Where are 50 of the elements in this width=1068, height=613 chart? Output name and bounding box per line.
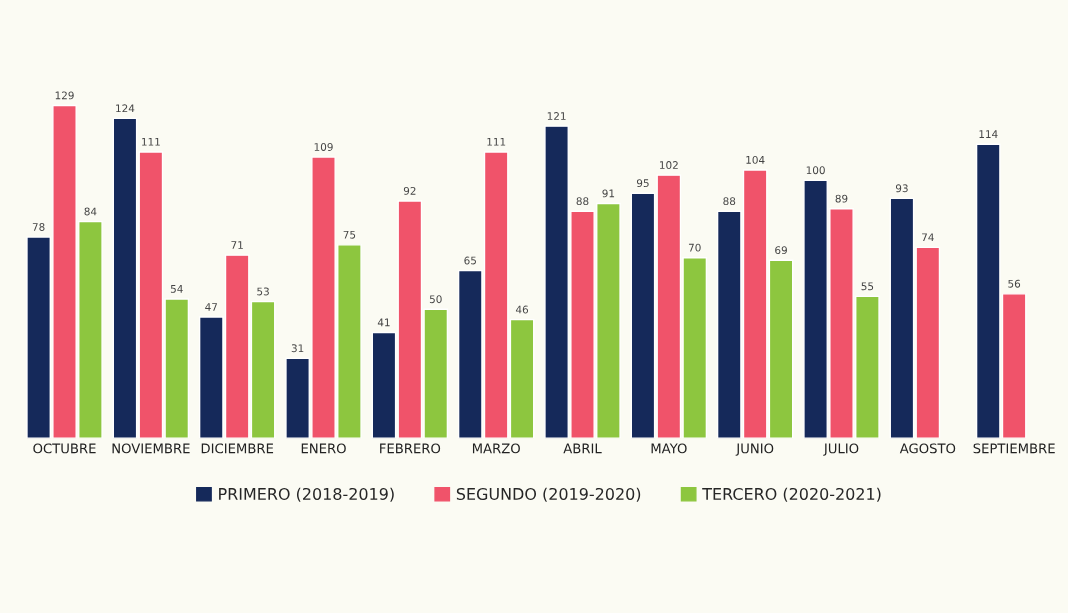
data-label: 46 — [515, 305, 529, 314]
data-label: 114 — [979, 130, 998, 138]
x-tick-label: AGOSTO — [899, 443, 956, 454]
data-label: 78 — [32, 223, 45, 231]
data-label: 109 — [314, 143, 333, 151]
data-label: 89 — [835, 194, 848, 203]
x-tick-label: OCTUBRE — [33, 443, 96, 454]
x-tick-label: JULIO — [823, 443, 859, 456]
data-label: 47 — [205, 303, 218, 311]
x-tick-label: ABRIL — [563, 443, 602, 454]
x-tick-label: SEPTIEMBRE — [973, 443, 1055, 454]
data-label: 71 — [231, 241, 243, 249]
data-label: 55 — [861, 282, 874, 291]
data-label: 74 — [922, 233, 934, 242]
data-label: 70 — [688, 243, 701, 252]
data-label: 104 — [746, 155, 765, 164]
bar — [112, 117, 138, 439]
data-label: 56 — [1008, 279, 1021, 288]
data-label: 50 — [429, 295, 442, 304]
data-label: 41 — [377, 318, 390, 327]
x-tick-label: ENERO — [301, 443, 346, 454]
data-label: 88 — [576, 197, 589, 206]
legend-label: TERCERO (2020-2021) — [702, 487, 881, 502]
data-label: 95 — [636, 179, 649, 188]
legend-label: PRIMERO (2018-2019) — [219, 487, 394, 502]
data-label: 92 — [403, 186, 416, 195]
data-label: 91 — [602, 189, 615, 198]
data-label: 111 — [142, 138, 160, 146]
data-label: 102 — [660, 161, 678, 169]
data-label: 84 — [84, 207, 97, 216]
x-tick-label: FEBRERO — [380, 443, 441, 454]
legend-label: SEGUNDO (2019-2020) — [456, 487, 641, 502]
data-label: 121 — [547, 112, 566, 120]
data-label: 111 — [487, 138, 506, 146]
x-tick-label: NOVIEMBRE — [112, 443, 190, 454]
data-label: 31 — [291, 344, 304, 353]
data-label: 100 — [806, 166, 825, 175]
data-label: 88 — [723, 197, 736, 206]
x-tick-label: DICIEMBRE — [201, 443, 274, 454]
data-label: 124 — [116, 104, 135, 113]
data-label: 54 — [170, 285, 183, 293]
data-label: 53 — [257, 287, 269, 296]
x-tick-label: MAYO — [651, 443, 687, 454]
data-label: 69 — [775, 246, 787, 255]
x-tick-label: JUNIO — [735, 443, 774, 456]
data-label: 75 — [343, 230, 356, 239]
x-tick-label: MARZO — [472, 443, 520, 454]
data-label: 93 — [895, 184, 908, 193]
data-label: 65 — [464, 256, 476, 265]
data-label: 129 — [55, 91, 74, 100]
